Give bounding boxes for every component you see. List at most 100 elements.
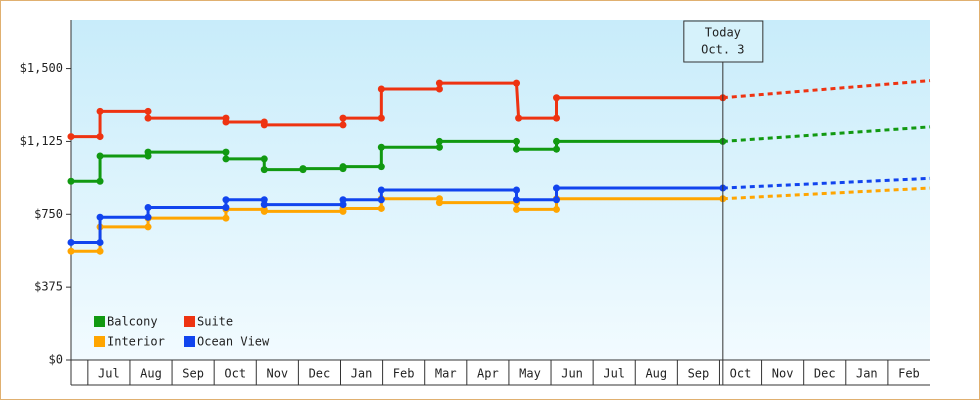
point — [144, 203, 152, 211]
point — [435, 137, 443, 145]
y-tick-label: $375 — [34, 280, 63, 294]
legend-swatch — [184, 316, 195, 327]
point — [377, 204, 385, 212]
point — [222, 203, 230, 211]
today-label: Today — [705, 26, 741, 40]
point — [96, 107, 104, 115]
x-tick-label: Nov — [266, 367, 288, 381]
legend-label: Ocean View — [197, 335, 270, 349]
x-tick-label: Dec — [814, 367, 836, 381]
forecast-line — [722, 176, 931, 190]
legend-swatch — [94, 336, 105, 347]
x-tick-label: Jan — [351, 367, 373, 381]
point — [377, 114, 385, 122]
y-tick-label: $1,500 — [20, 61, 63, 75]
legend-label: Balcony — [107, 315, 158, 329]
point — [222, 214, 230, 222]
point — [67, 177, 75, 185]
x-tick-label: May — [519, 367, 541, 381]
point — [553, 94, 561, 102]
point — [96, 238, 104, 246]
point — [435, 85, 443, 93]
point — [553, 114, 561, 122]
point — [96, 177, 104, 185]
point — [515, 114, 523, 122]
point — [96, 152, 104, 160]
point — [339, 114, 347, 122]
point — [144, 213, 152, 221]
point — [553, 184, 561, 192]
point — [222, 155, 230, 163]
point — [96, 133, 104, 141]
y-tick-label: $750 — [34, 207, 63, 221]
point — [260, 196, 268, 204]
y-tick-label: $0 — [49, 353, 63, 367]
point — [339, 163, 347, 171]
point — [222, 148, 230, 156]
x-tick-label: Dec — [309, 367, 331, 381]
point — [144, 223, 152, 231]
legend-swatch — [94, 316, 105, 327]
x-tick-label: Jun — [561, 367, 583, 381]
point — [339, 196, 347, 204]
point — [553, 196, 561, 204]
x-tick-label: Feb — [898, 367, 920, 381]
legend-label: Interior — [107, 335, 165, 349]
point — [377, 143, 385, 151]
point — [339, 121, 347, 129]
point — [513, 79, 521, 87]
point — [67, 133, 75, 141]
point — [513, 196, 521, 204]
point — [96, 213, 104, 221]
x-tick-label: Oct — [224, 367, 246, 381]
point — [260, 166, 268, 174]
x-tick-label: Jul — [98, 367, 120, 381]
x-tick-label: Aug — [645, 367, 667, 381]
point — [377, 85, 385, 93]
point — [553, 205, 561, 213]
today-box — [683, 20, 764, 63]
forecast-line — [722, 79, 931, 100]
x-tick-label: Oct — [730, 367, 752, 381]
point — [513, 186, 521, 194]
point — [144, 148, 152, 156]
x-tick-label: Aug — [140, 367, 162, 381]
x-tick-label: Nov — [772, 367, 794, 381]
point — [435, 143, 443, 151]
point — [144, 114, 152, 122]
point — [260, 201, 268, 209]
today-label: Oct. 3 — [701, 43, 744, 57]
forecast-line — [722, 186, 931, 201]
point — [260, 207, 268, 215]
legend-swatch — [184, 336, 195, 347]
point — [377, 163, 385, 171]
forecast-line — [722, 125, 931, 143]
x-tick-label: Mar — [435, 367, 457, 381]
point — [377, 186, 385, 194]
x-tick-label: Jul — [603, 367, 625, 381]
point — [435, 79, 443, 87]
point — [260, 155, 268, 163]
point — [513, 205, 521, 213]
y-tick-label: $1,125 — [20, 134, 63, 148]
point — [96, 247, 104, 255]
point — [260, 121, 268, 129]
point — [67, 238, 75, 246]
x-tick-label: Apr — [477, 367, 499, 381]
point — [553, 137, 561, 145]
series-line — [71, 186, 723, 244]
legend-label: Suite — [197, 315, 233, 329]
x-tick-label: Sep — [688, 367, 710, 381]
point — [513, 145, 521, 153]
point — [222, 118, 230, 126]
point — [377, 196, 385, 204]
point — [435, 199, 443, 207]
point — [144, 107, 152, 115]
x-tick-label: Feb — [393, 367, 415, 381]
x-tick-label: Sep — [182, 367, 204, 381]
point — [513, 137, 521, 145]
x-tick-label: Jan — [856, 367, 878, 381]
point — [222, 196, 230, 204]
